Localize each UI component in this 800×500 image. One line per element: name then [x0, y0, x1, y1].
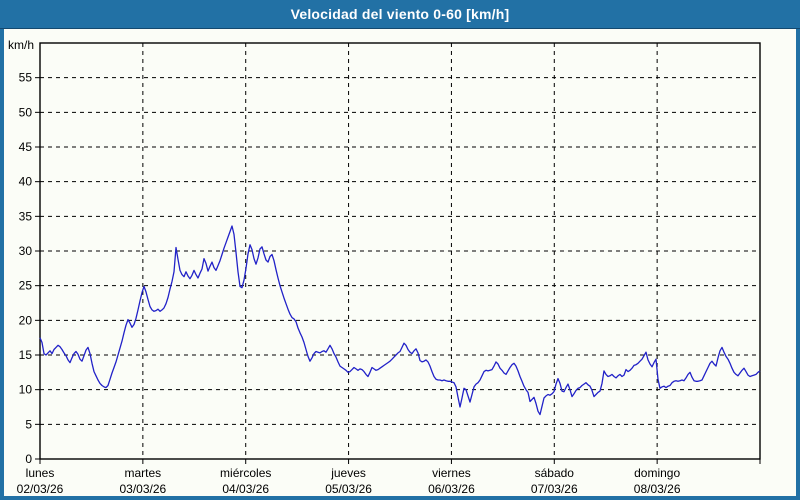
y-tick-label: 15	[19, 348, 33, 362]
x-day-label: martes	[125, 466, 162, 480]
x-day-label: sábado	[535, 466, 575, 480]
x-date-label: 05/03/26	[325, 482, 372, 496]
y-axis-unit-label: km/h	[8, 38, 34, 52]
y-tick-label: 5	[25, 417, 32, 431]
frame-border-right	[796, 0, 800, 500]
x-day-label: miércoles	[220, 466, 271, 480]
x-day-label: viernes	[432, 466, 471, 480]
y-tick-label: 20	[19, 313, 33, 327]
x-day-label: domingo	[634, 466, 680, 480]
y-tick-label: 50	[19, 105, 33, 119]
plot-border	[39, 42, 761, 460]
y-tick-label: 25	[19, 279, 33, 293]
frame-border-bottom	[0, 496, 800, 500]
y-tick-label: 55	[19, 71, 33, 85]
y-tick-label: 30	[19, 244, 33, 258]
y-tick-label: 0	[25, 452, 32, 466]
x-date-label: 04/03/26	[222, 482, 269, 496]
chart-title: Velocidad del viento 0-60 [km/h]	[290, 6, 510, 22]
x-date-label: 07/03/26	[531, 482, 578, 496]
x-date-label: 06/03/26	[428, 482, 475, 496]
y-tick-label: 40	[19, 175, 33, 189]
x-date-label: 08/03/26	[634, 482, 681, 496]
wind-speed-line	[39, 225, 761, 416]
x-day-label: lunes	[26, 466, 55, 480]
x-date-label: 02/03/26	[17, 482, 64, 496]
title-bar: Velocidad del viento 0-60 [km/h]	[0, 0, 800, 29]
y-tick-label: 35	[19, 209, 33, 223]
x-day-label: jueves	[330, 466, 366, 480]
frame-border-left	[0, 0, 4, 500]
y-tick-label: 10	[19, 383, 33, 397]
y-tick-label: 45	[19, 140, 33, 154]
x-date-label: 03/03/26	[119, 482, 166, 496]
